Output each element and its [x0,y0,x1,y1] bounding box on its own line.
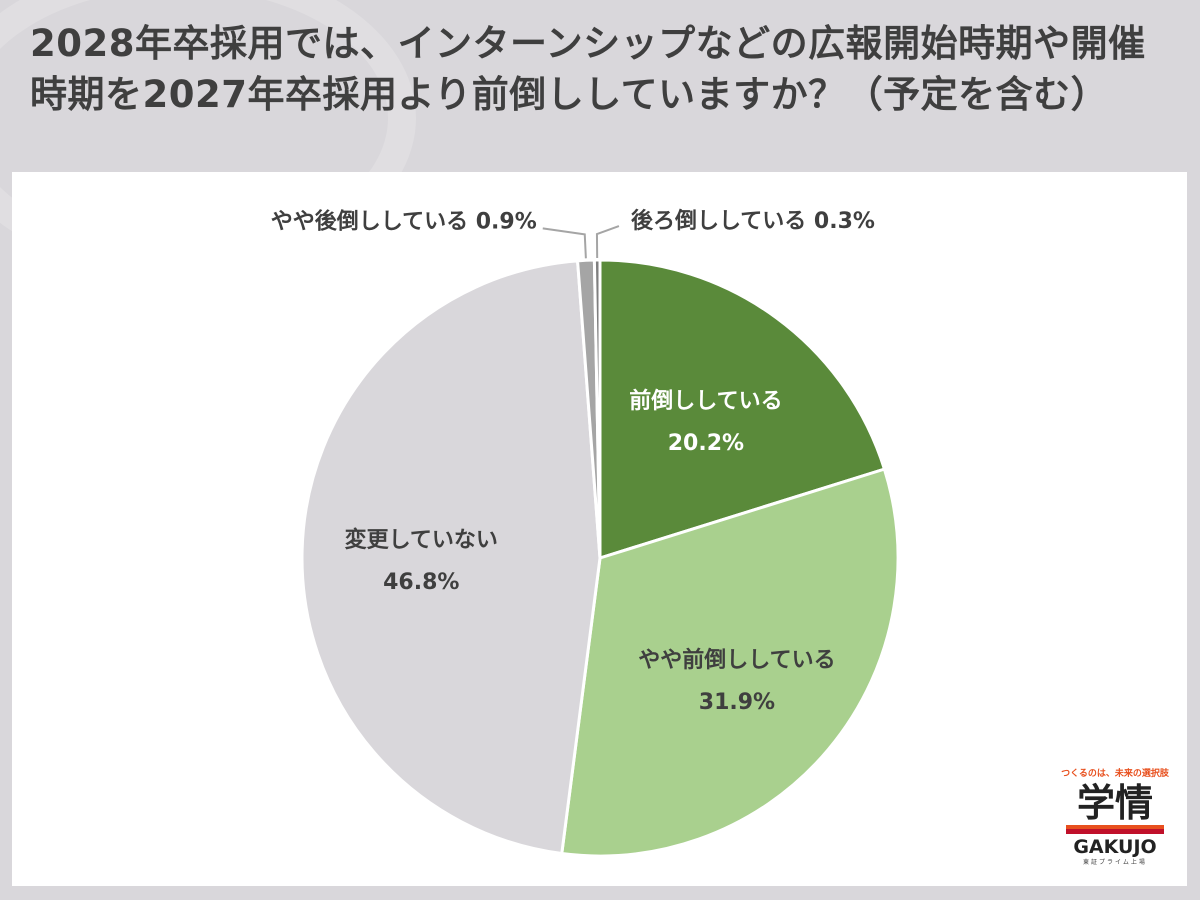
pie-slice-1 [560,467,900,858]
pie-chart: 前倒ししている 20.2% やや前倒ししている 31.9% 変更していない 46.8% やや… [271,208,900,858]
slice-label-2: 変更していない [345,527,498,553]
slice-label-4: 後ろ倒ししている 0.3% [631,208,875,234]
slice-value-0: 20.2% [668,431,744,456]
slice-label-3: やや後倒ししている 0.9% [271,208,537,234]
leader-line-4 [595,225,620,259]
gakujo-logo: つくるのは、未来の選択肢 学情 GAKUJO 東証プライム上場 [1060,766,1170,876]
slice-label-0: 前倒ししている [629,388,782,414]
logo-bar [1066,825,1164,834]
chart-title: 2028年卒採用では、インターンシップなどの広報開始時期や開催時期を2027年卒… [30,22,1146,116]
slice-value-1: 31.9% [699,690,775,715]
logo-sub: 東証プライム上場 [1083,859,1147,866]
slice-value-2: 46.8% [383,570,459,595]
pie-slice-2 [300,259,602,856]
logo-name: GAKUJO [1073,836,1157,858]
logo-kanji: 学情 [1076,780,1153,825]
leader-line-3 [542,227,587,259]
slice-label-1: やや前倒ししている [638,647,835,673]
pie-slice-0 [598,258,887,561]
chart-panel: 前倒ししている 20.2% やや前倒ししている 31.9% 変更していない 46.8% やや… [12,172,1187,886]
pie-slice-4 [592,258,602,559]
logo-tagline: つくるのは、未来の選択肢 [1061,769,1169,779]
